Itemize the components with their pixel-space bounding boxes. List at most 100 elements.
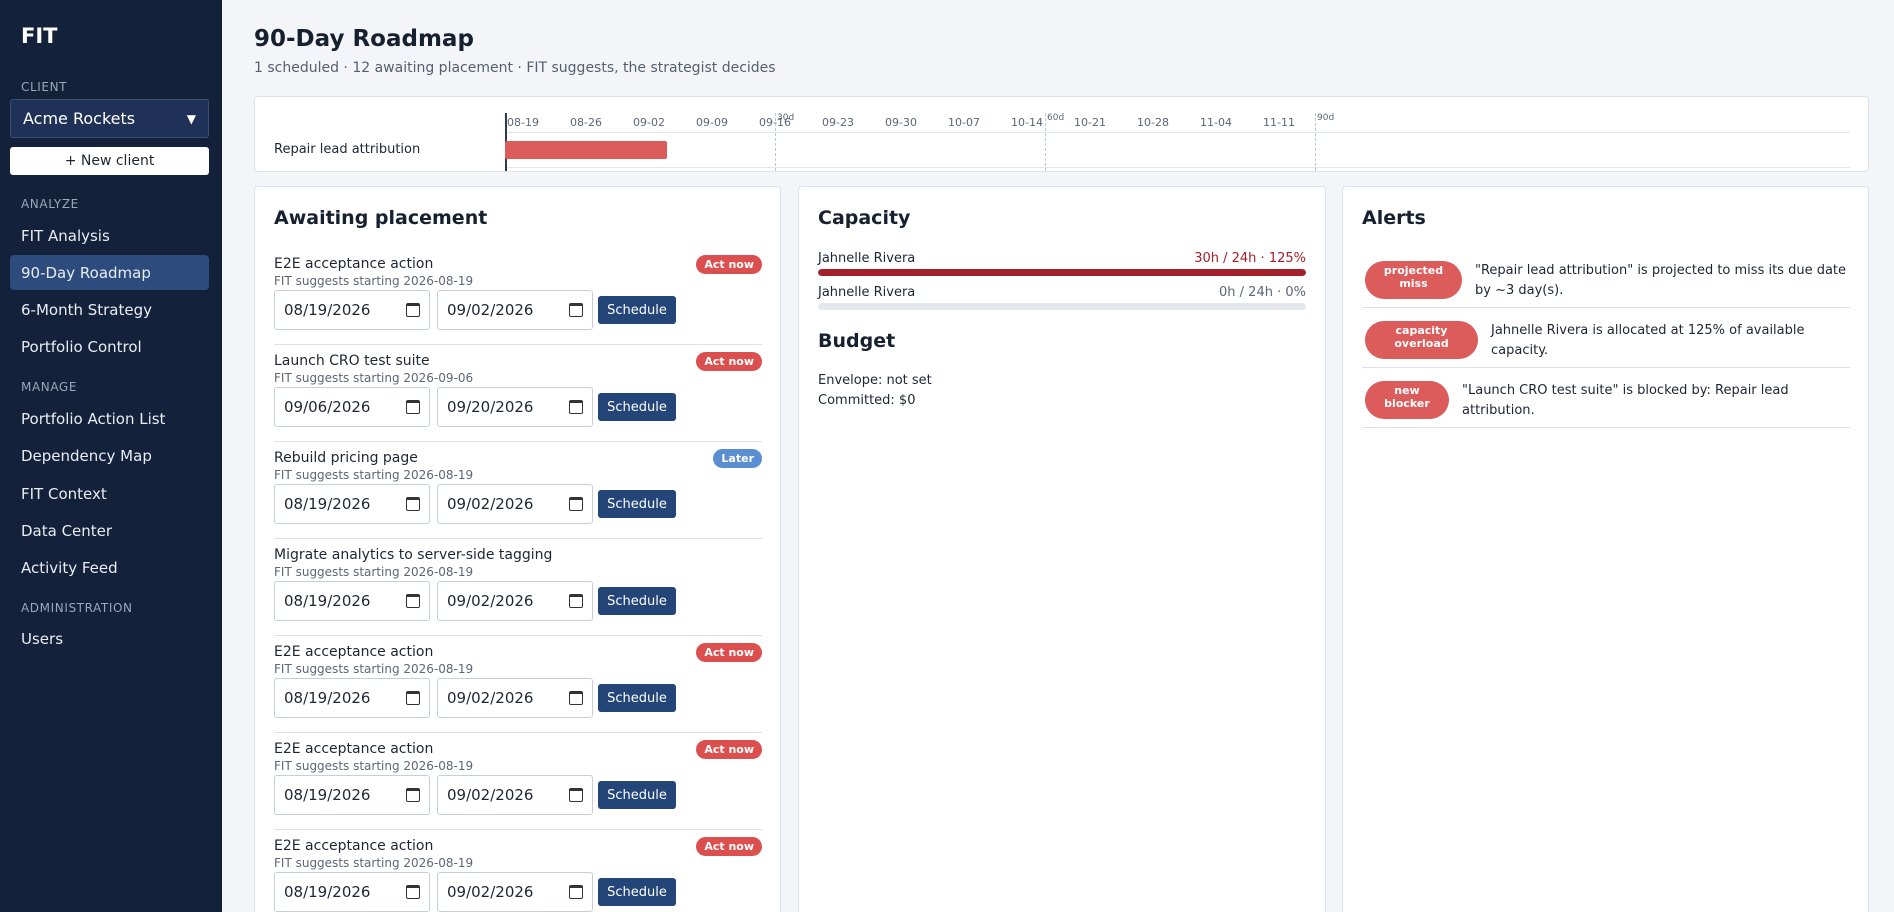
page-subtitle: 1 scheduled · 12 awaiting placement · FI… <box>254 60 776 76</box>
timeline-bar[interactable] <box>505 141 667 159</box>
timeline-60d-guide <box>1045 113 1046 171</box>
new-client-button[interactable]: + New client <box>10 147 209 175</box>
list-item: E2E acceptance action FIT suggests start… <box>274 248 762 345</box>
calendar-icon[interactable] <box>406 788 420 802</box>
start-date-input[interactable]: 08/19/2026 <box>274 581 430 621</box>
start-date-value: 08/19/2026 <box>284 883 371 901</box>
calendar-icon[interactable] <box>569 885 583 899</box>
timeline-tick: 11-11 <box>1263 116 1295 129</box>
sidebar-item-dependency-map[interactable]: Dependency Map <box>21 446 152 465</box>
list-item: Migrate analytics to server-side tagging… <box>274 539 762 636</box>
calendar-icon[interactable] <box>569 691 583 705</box>
schedule-button[interactable]: Schedule <box>598 393 676 421</box>
alert-message-line: attribution. <box>1462 403 1535 418</box>
capacity-value: 0h / 24h · 0% <box>1219 285 1306 300</box>
start-date-input[interactable]: 08/19/2026 <box>274 678 430 718</box>
start-date-input[interactable]: 09/06/2026 <box>274 387 430 427</box>
budget-title: Budget <box>818 330 896 352</box>
capacity-bar <box>818 269 1306 276</box>
item-name: E2E acceptance action <box>274 838 434 854</box>
schedule-button[interactable]: Schedule <box>598 490 676 518</box>
status-badge: Act now <box>696 643 762 662</box>
alert-item: new blocker "Launch CRO test suite" is b… <box>1362 368 1850 428</box>
sidebar-item-portfolio-control[interactable]: Portfolio Control <box>21 337 142 356</box>
alert-message: Jahnelle Rivera is allocated at 125% of … <box>1491 321 1805 361</box>
timeline-tick: 09-16 <box>759 116 791 129</box>
end-date-input[interactable]: 09/02/2026 <box>437 484 593 524</box>
calendar-icon[interactable] <box>406 594 420 608</box>
sidebar-item-portfolio-action-list[interactable]: Portfolio Action List <box>21 409 166 428</box>
timeline-60d-marker: 60d <box>1047 113 1065 123</box>
administration-section-label: ADMINISTRATION <box>21 601 133 615</box>
capacity-person: Jahnelle Rivera <box>818 251 916 266</box>
calendar-icon[interactable] <box>569 594 583 608</box>
start-date-value: 08/19/2026 <box>284 786 371 804</box>
timeline-tick: 10-07 <box>948 116 980 129</box>
manage-section-label: MANAGE <box>21 380 78 394</box>
schedule-button[interactable]: Schedule <box>598 781 676 809</box>
calendar-icon[interactable] <box>406 691 420 705</box>
timeline-tick: 10-21 <box>1074 116 1106 129</box>
end-date-value: 09/02/2026 <box>447 301 534 319</box>
capacity-panel: Capacity Jahnelle Rivera 30h / 24h · 125… <box>798 186 1326 912</box>
schedule-button[interactable]: Schedule <box>598 587 676 615</box>
roadmap-timeline: Repair lead attribution 08-19 08-26 09-0… <box>254 96 1869 172</box>
alert-message-line: Jahnelle Rivera is allocated at 125% of … <box>1491 323 1805 338</box>
sidebar-item-fit-context[interactable]: FIT Context <box>21 484 107 503</box>
end-date-input[interactable]: 09/02/2026 <box>437 581 593 621</box>
end-date-value: 09/02/2026 <box>447 495 534 513</box>
start-date-input[interactable]: 08/19/2026 <box>274 484 430 524</box>
schedule-button[interactable]: Schedule <box>598 684 676 712</box>
start-date-value: 08/19/2026 <box>284 301 371 319</box>
calendar-icon[interactable] <box>569 400 583 414</box>
end-date-value: 09/02/2026 <box>447 592 534 610</box>
item-name: E2E acceptance action <box>274 256 434 272</box>
timeline-tick: 09-30 <box>885 116 917 129</box>
alert-message-line: "Launch CRO test suite" is blocked by: R… <box>1462 383 1789 398</box>
end-date-value: 09/20/2026 <box>447 398 534 416</box>
capacity-title: Capacity <box>818 207 911 229</box>
start-date-input[interactable]: 08/19/2026 <box>274 775 430 815</box>
start-date-value: 09/06/2026 <box>284 398 371 416</box>
list-item: E2E acceptance action FIT suggests start… <box>274 733 762 830</box>
sidebar: FIT CLIENT Acme Rockets ▼ + New client A… <box>0 0 222 912</box>
alert-item: capacity overload Jahnelle Rivera is all… <box>1362 308 1850 368</box>
end-date-input[interactable]: 09/02/2026 <box>437 678 593 718</box>
end-date-input[interactable]: 09/02/2026 <box>437 872 593 912</box>
start-date-input[interactable]: 08/19/2026 <box>274 290 430 330</box>
calendar-icon[interactable] <box>569 497 583 511</box>
calendar-icon[interactable] <box>406 497 420 511</box>
sidebar-item-users[interactable]: Users <box>21 629 64 648</box>
alert-message-line: capacity. <box>1491 343 1549 358</box>
start-date-input[interactable]: 08/19/2026 <box>274 872 430 912</box>
calendar-icon[interactable] <box>406 400 420 414</box>
item-suggestion: FIT suggests starting 2026-08-19 <box>274 856 474 870</box>
end-date-value: 09/02/2026 <box>447 689 534 707</box>
client-select[interactable]: Acme Rockets ▼ <box>10 99 209 138</box>
end-date-input[interactable]: 09/20/2026 <box>437 387 593 427</box>
item-suggestion: FIT suggests starting 2026-09-06 <box>274 371 474 385</box>
status-badge: Act now <box>696 740 762 759</box>
sidebar-item-fit-analysis[interactable]: FIT Analysis <box>21 226 110 245</box>
sidebar-item-6-month-strategy[interactable]: 6-Month Strategy <box>21 300 153 319</box>
alert-tag: projected miss <box>1365 261 1462 299</box>
calendar-icon[interactable] <box>406 885 420 899</box>
sidebar-item-activity-feed[interactable]: Activity Feed <box>21 558 118 577</box>
calendar-icon[interactable] <box>569 788 583 802</box>
sidebar-item-90-day-roadmap[interactable]: 90-Day Roadmap <box>10 255 209 290</box>
client-select-value: Acme Rockets <box>23 109 136 128</box>
end-date-input[interactable]: 09/02/2026 <box>437 290 593 330</box>
schedule-button[interactable]: Schedule <box>598 296 676 324</box>
sidebar-item-data-center[interactable]: Data Center <box>21 521 113 540</box>
end-date-input[interactable]: 09/02/2026 <box>437 775 593 815</box>
calendar-icon[interactable] <box>569 303 583 317</box>
calendar-icon[interactable] <box>406 303 420 317</box>
list-item: E2E acceptance action FIT suggests start… <box>274 830 762 912</box>
status-badge: Act now <box>696 837 762 856</box>
awaiting-placement-panel: Awaiting placement E2E acceptance action… <box>254 186 781 912</box>
schedule-button[interactable]: Schedule <box>598 878 676 906</box>
item-name: Launch CRO test suite <box>274 353 430 369</box>
item-suggestion: FIT suggests starting 2026-08-19 <box>274 565 474 579</box>
capacity-person: Jahnelle Rivera <box>818 285 916 300</box>
item-suggestion: FIT suggests starting 2026-08-19 <box>274 274 474 288</box>
